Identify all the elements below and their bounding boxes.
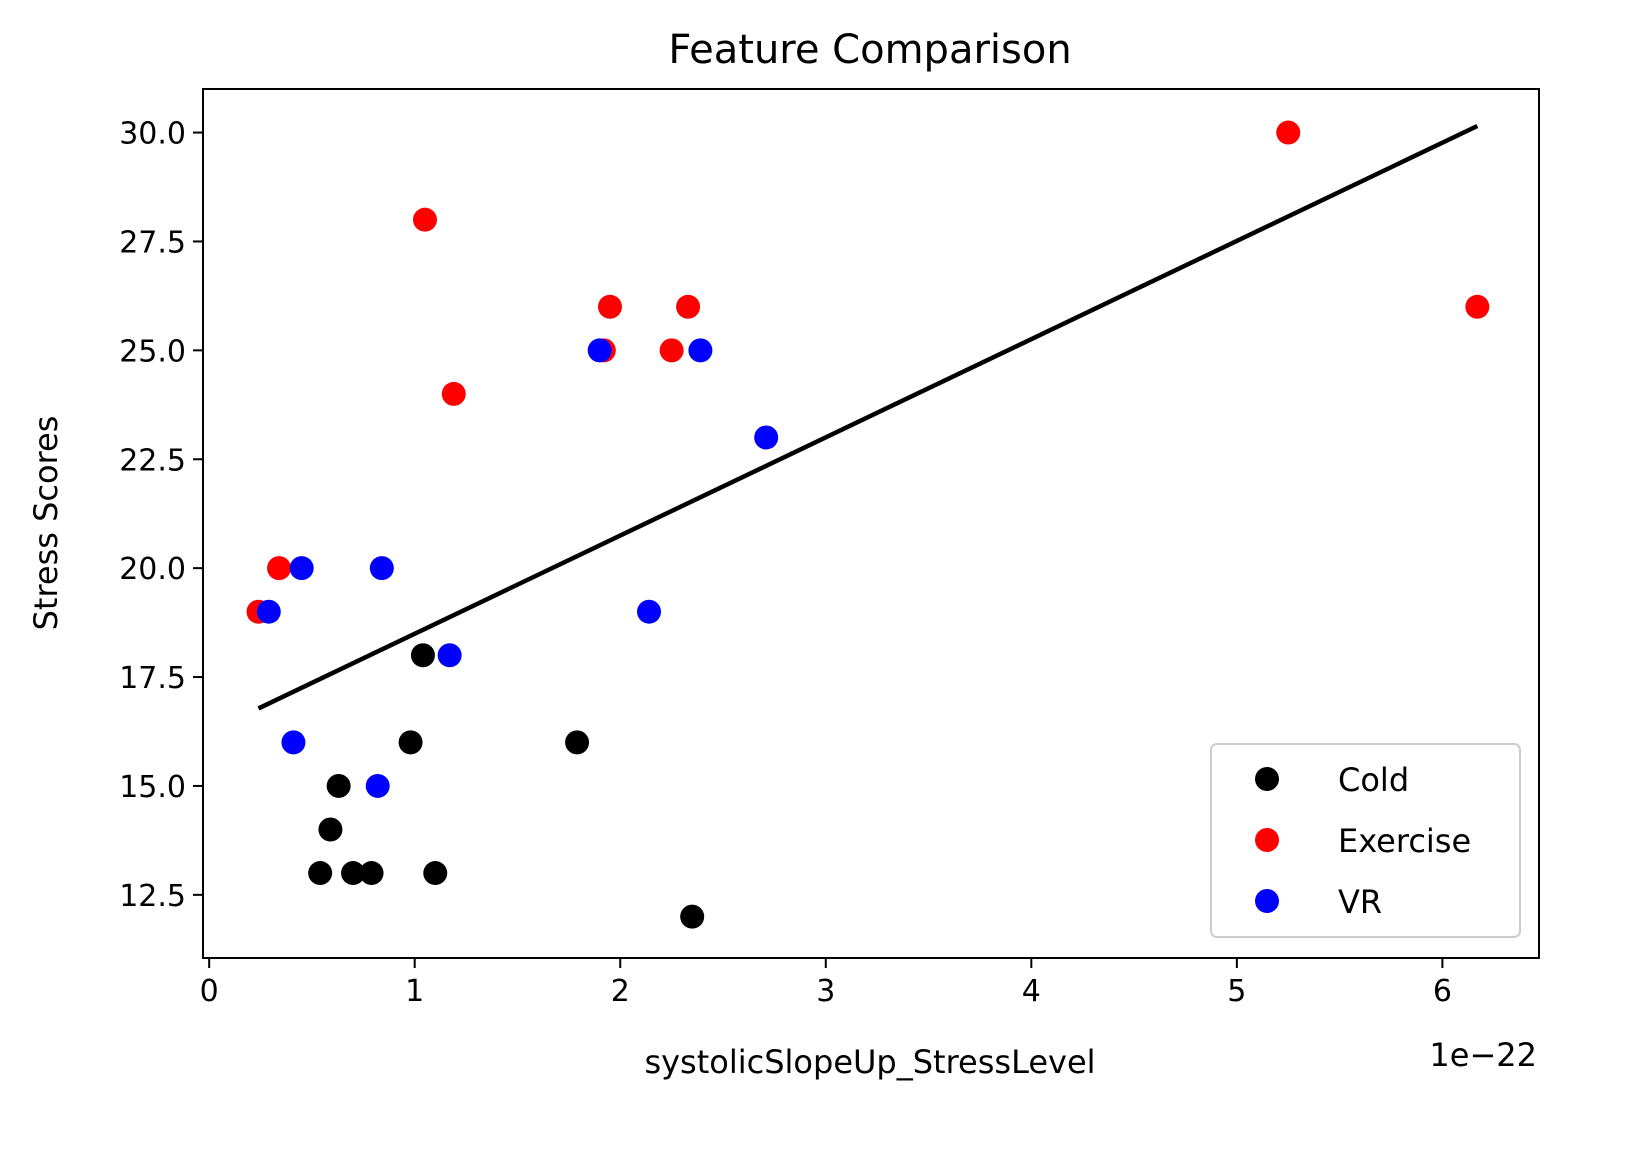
- x-tick-label: 5: [1227, 974, 1246, 1009]
- point-exercise: [659, 338, 684, 363]
- point-vr: [437, 643, 462, 668]
- x-tick-label: 1: [405, 974, 424, 1009]
- y-axis-label: Stress Scores: [27, 416, 65, 631]
- y-tick-label: 25.0: [119, 334, 186, 369]
- y-axis-ticks: 12.5 15.0 17.5 20.0 22.5 25.0 27.5 30.0: [119, 117, 203, 914]
- point-exercise: [1276, 120, 1301, 145]
- x-axis-offset-label: 1e−22: [1429, 1036, 1537, 1074]
- point-cold: [341, 861, 366, 886]
- legend-label-exercise: Exercise: [1338, 822, 1471, 860]
- chart-title: Feature Comparison: [668, 27, 1071, 73]
- y-tick-label: 17.5: [119, 661, 186, 696]
- legend-marker-cold: [1255, 767, 1279, 791]
- point-exercise: [597, 294, 622, 319]
- point-cold: [410, 643, 435, 668]
- x-tick-label: 2: [611, 974, 630, 1009]
- legend: Cold Exercise VR: [1210, 743, 1521, 938]
- point-cold: [359, 861, 384, 886]
- point-vr: [637, 599, 662, 624]
- legend-label-vr: VR: [1338, 883, 1382, 921]
- y-tick-label: 15.0: [119, 770, 186, 805]
- data-points: [246, 120, 1490, 929]
- plot-area: 0 1 2 3 4 5 6 12.5 15.0 17.5 20.0 22.5 25.0 27.5 30.0: [119, 88, 1540, 1009]
- x-tick-label: 4: [1022, 974, 1041, 1009]
- y-tick-label: 20.0: [119, 552, 186, 587]
- legend-items: Cold Exercise VR: [1255, 761, 1471, 921]
- legend-marker-exercise: [1255, 828, 1279, 852]
- trend-line: [257, 123, 1479, 711]
- point-cold: [423, 861, 448, 886]
- x-axis-label: systolicSlopeUp_StressLevel: [644, 1043, 1095, 1081]
- point-vr: [289, 556, 314, 581]
- point-exercise: [676, 294, 701, 319]
- x-tick-label: 6: [1433, 974, 1452, 1009]
- point-vr: [369, 556, 394, 581]
- x-tick-label: 3: [816, 974, 835, 1009]
- point-exercise: [267, 556, 292, 581]
- point-vr: [754, 425, 779, 450]
- point-cold: [680, 904, 705, 929]
- point-cold: [565, 730, 590, 755]
- y-tick-label: 30.0: [119, 117, 186, 152]
- legend-label-cold: Cold: [1338, 761, 1409, 799]
- legend-frame: [1210, 743, 1521, 938]
- x-tick-label: 0: [200, 974, 219, 1009]
- x-axis-ticks: 0 1 2 3 4 5 6: [200, 958, 1452, 1009]
- y-tick-label: 27.5: [119, 225, 186, 260]
- point-exercise: [441, 381, 466, 406]
- y-tick-label: 12.5: [119, 879, 186, 914]
- point-vr: [688, 338, 713, 363]
- point-cold: [308, 861, 333, 886]
- point-cold: [326, 773, 351, 798]
- legend-marker-vr: [1255, 889, 1279, 913]
- point-cold: [398, 730, 423, 755]
- point-vr: [256, 599, 281, 624]
- point-exercise: [1465, 294, 1490, 319]
- point-vr: [365, 773, 390, 798]
- trend-line-group: [257, 123, 1479, 711]
- axes-frame: [202, 88, 1540, 959]
- y-tick-label: 22.5: [119, 443, 186, 478]
- point-vr: [587, 338, 612, 363]
- point-exercise: [412, 207, 437, 232]
- point-vr: [281, 730, 306, 755]
- point-cold: [318, 817, 343, 842]
